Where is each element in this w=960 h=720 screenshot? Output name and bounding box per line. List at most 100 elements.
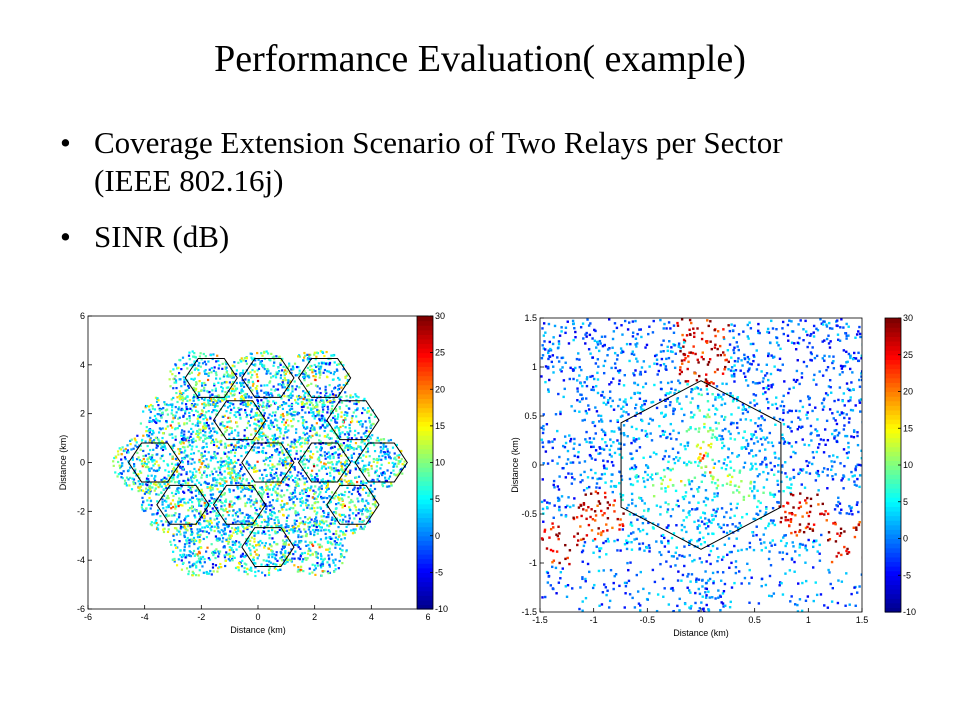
sinr-point <box>155 460 158 463</box>
sinr-point <box>266 515 270 518</box>
sinr-point <box>550 360 554 364</box>
sinr-point <box>350 417 354 420</box>
colorbar-segment <box>417 467 433 473</box>
sinr-point <box>163 445 166 448</box>
sinr-point <box>270 352 273 355</box>
sinr-point <box>316 450 319 453</box>
sinr-point <box>243 446 247 450</box>
sinr-point <box>323 511 326 514</box>
sinr-point <box>268 413 271 416</box>
sinr-point <box>677 459 680 462</box>
sinr-point <box>384 476 387 479</box>
sinr-point <box>369 513 372 516</box>
sinr-point <box>240 408 243 411</box>
sinr-point <box>175 386 178 390</box>
sinr-point <box>188 358 191 361</box>
sinr-point <box>392 463 396 466</box>
sinr-point <box>234 496 237 499</box>
sinr-point <box>325 515 328 519</box>
sinr-point <box>217 555 220 558</box>
sinr-point <box>256 379 260 383</box>
sinr-point <box>262 477 265 480</box>
sinr-point <box>542 512 545 515</box>
sinr-point <box>225 551 228 554</box>
sinr-point <box>170 520 173 523</box>
sinr-point <box>564 441 568 445</box>
sinr-point <box>260 435 264 438</box>
sinr-point <box>313 353 316 356</box>
sinr-point <box>251 384 255 387</box>
sinr-point <box>277 478 280 481</box>
sinr-point <box>278 383 281 386</box>
sinr-point <box>362 469 365 472</box>
sinr-point <box>355 402 358 406</box>
sinr-point <box>592 551 595 554</box>
sinr-point <box>149 507 152 510</box>
sinr-point <box>267 556 270 559</box>
sinr-point <box>217 500 220 503</box>
sinr-point <box>258 469 261 472</box>
sinr-point <box>302 397 305 401</box>
sinr-point <box>225 462 228 465</box>
sinr-point <box>201 555 205 558</box>
sinr-point <box>358 527 362 530</box>
sinr-point <box>146 433 149 437</box>
sinr-point <box>150 467 153 470</box>
sinr-point <box>611 526 614 530</box>
sinr-point <box>608 390 612 393</box>
sinr-point <box>193 368 196 371</box>
sinr-point <box>191 485 194 489</box>
sinr-point <box>257 438 260 441</box>
sinr-point <box>212 353 215 356</box>
sinr-point <box>248 568 251 571</box>
sinr-point <box>176 463 179 466</box>
sinr-point <box>288 508 291 511</box>
sinr-point <box>228 401 231 405</box>
sinr-point <box>215 360 218 363</box>
sinr-point <box>284 372 287 375</box>
sinr-point <box>329 393 332 396</box>
sinr-point <box>323 429 326 433</box>
sinr-point <box>343 471 347 474</box>
sinr-point <box>384 479 388 483</box>
sinr-point <box>334 543 337 546</box>
colorbar-segment <box>417 572 433 578</box>
sinr-point <box>185 454 188 457</box>
sinr-point <box>316 506 319 509</box>
sinr-point <box>309 456 312 459</box>
sinr-point <box>349 509 352 512</box>
sinr-point <box>736 426 739 429</box>
sinr-point <box>390 484 393 487</box>
sinr-point <box>163 401 166 404</box>
sinr-point <box>183 534 186 537</box>
sinr-point <box>326 411 329 414</box>
sinr-point <box>125 476 129 479</box>
sinr-point <box>202 530 205 533</box>
sinr-point <box>313 479 316 482</box>
sinr-point <box>293 557 296 560</box>
sinr-point <box>250 402 253 405</box>
sinr-point <box>184 410 187 413</box>
sinr-point <box>256 351 259 355</box>
sinr-point <box>295 449 298 453</box>
sinr-point <box>219 465 223 469</box>
colorbar-segment <box>417 316 433 322</box>
sinr-point <box>563 387 566 391</box>
sinr-point <box>187 454 190 457</box>
sinr-point <box>192 452 196 455</box>
sinr-point <box>360 436 363 439</box>
sinr-point <box>716 484 720 487</box>
sinr-point <box>367 480 370 483</box>
sinr-point <box>242 385 246 388</box>
sinr-point <box>227 462 230 465</box>
sinr-point <box>291 394 294 397</box>
sinr-point <box>323 557 326 560</box>
sinr-point <box>328 455 331 458</box>
sinr-point <box>181 439 185 442</box>
sinr-point <box>295 431 298 434</box>
sinr-point <box>137 489 140 493</box>
sinr-point <box>205 474 208 477</box>
sinr-point <box>708 553 711 557</box>
sinr-point <box>162 478 165 481</box>
sinr-point <box>321 403 324 407</box>
